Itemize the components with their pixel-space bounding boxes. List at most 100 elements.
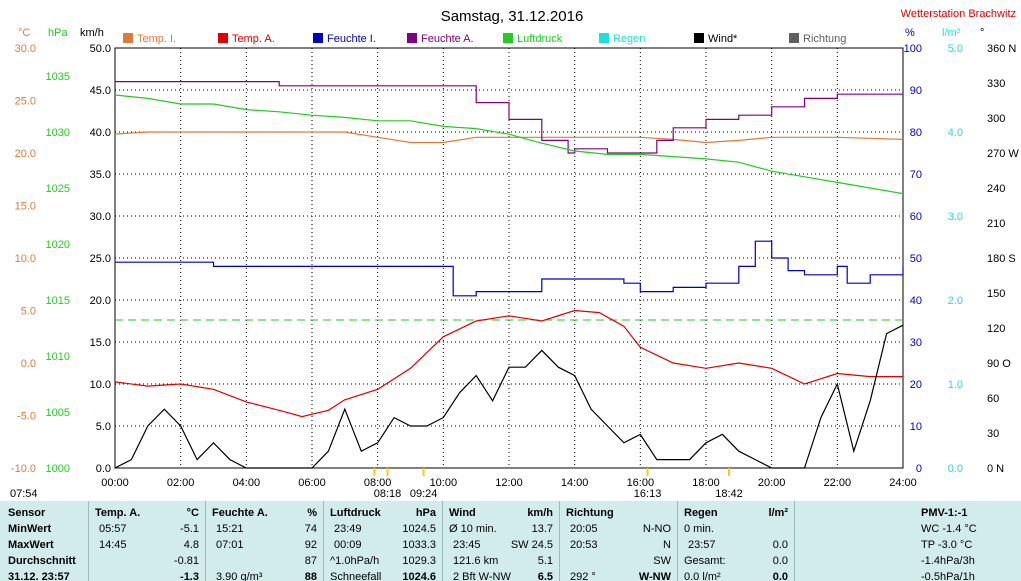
x-tick: 00:00 [101,477,129,489]
press-min-time: 23:49 [334,523,362,535]
dir-current-value: W-NW [638,571,671,581]
direction-tick: 240 [987,183,1005,195]
rain-axis-unit: l/m² [942,27,961,39]
rain-tick: 4.0 [948,127,963,139]
legend-swatch [218,33,228,43]
time-marker-label: 08:18 [374,488,402,500]
direction-tick: 330 [987,78,1005,90]
wind-column: Wind km/h Ø 10 min. 13.7 23:45 SW 24.5 121.… [443,501,560,581]
humidity-tick: 50 [910,253,922,265]
direction-tick: 270 W [987,148,1019,160]
pressure-column: Luftdruck hPa 23:49 1024.5 00:09 1033.3 ^1.… [324,501,443,581]
direction-tick: 150 [987,288,1005,300]
x-tick: 04:00 [233,477,261,489]
pressure-tick: 1015 [46,295,70,307]
legend-label: Temp. A. [232,33,275,45]
temp-tick: 20.0 [15,148,36,160]
hum-absolute: 3.90 g/m³ [216,571,263,581]
series-feuchte-i [115,240,904,297]
wind-max-value: SW 24.5 [510,539,553,551]
temp-tick: 0.0 [21,358,36,370]
humidity-tick: 70 [910,169,922,181]
rain-tick: 0.0 [948,463,963,475]
pmv-trend-1h: -0.5hPa/1h [921,571,975,581]
temp-current-value: -1.3 [180,571,199,581]
temp-avg-value: -0.81 [173,555,199,567]
humidity-tick: 20 [910,379,922,391]
wind-axis-unit: km/h [80,27,104,39]
temp-unit: °C [186,507,199,519]
x-tick: 16:00 [627,477,655,489]
station-name: Wetterstation Brachwitz [901,8,1016,20]
rain-duration: 0 min. [684,523,714,535]
legend-swatch [599,33,609,43]
x-tick: 14:00 [561,477,589,489]
direction-tick: 90 O [987,358,1011,370]
rain-tick: 3.0 [948,211,963,223]
direction-tick: 360 N [987,43,1016,55]
wind-avg-label: Ø 10 min. [449,523,497,535]
x-tick: 18:00 [692,477,720,489]
rain-unit: l/m² [768,507,788,519]
direction-tick: 30 [987,428,999,440]
humidity-tick: 100 [904,43,922,55]
legend-label: Wind* [708,33,738,45]
time-marker-label: 16:13 [634,488,662,500]
press-forecast: Schneefall [330,571,382,581]
time-marker-label: 09:24 [410,488,438,500]
legend-swatch [407,33,417,43]
press-avg-value: 1029.3 [402,555,436,567]
legend-swatch [694,33,704,43]
rain-current-value: 0.0 [772,571,788,581]
temp-tick: -5.0 [17,411,36,423]
wind-tick: 35.0 [90,169,111,181]
rain-total-label: Gesamt: [684,555,726,567]
temp-max-value: 4.8 [183,539,199,551]
legend-swatch [503,33,513,43]
pmv-dewpoint: TP -3.0 °C [921,539,973,551]
press-trend: ^1.0hPa/h [330,555,380,567]
sensor-header: Sensor [8,507,46,519]
wind-tick: 20.0 [90,295,111,307]
series-wind [114,324,904,469]
series-feuchte-a [115,81,903,154]
rain-column: Regen l/m² 0 min. 23:57 0.0 Gesamt: 0.0 0.0… [678,501,795,581]
wind-tick: 5.0 [96,421,111,433]
direction-tick: 120 [987,323,1005,335]
direction-tick: 180 S [987,253,1016,265]
x-tick: 24:00 [889,477,917,489]
legend-swatch [123,33,133,43]
direction-axis-unit: ° [980,27,984,39]
wind-tick: 0.0 [96,463,111,475]
temp-tick: 5.0 [21,306,36,318]
pmv-column: PMV-1:-1 WC -1.4 °C TP -3.0 °C -1.4hPa/3… [795,501,1021,581]
hum-max-value: 92 [304,539,317,551]
temp-axis-unit: °C [18,27,30,39]
pmv-header: PMV-1:-1 [921,507,968,519]
legend-label: Feuchte A. [421,33,474,45]
rain-tick: 5.0 [948,43,963,55]
pressure-tick: 1025 [46,183,70,195]
wind-tick: 15.0 [90,337,111,349]
x-tick: 20:00 [758,477,786,489]
wind-tick: 30.0 [90,211,111,223]
legend-label: Temp. I. [137,33,176,45]
rain-total-value: 0.0 [772,555,788,567]
summary-table: Sensor MinWert MaxWert Durchschnitt 31.1… [0,501,1021,581]
x-tick: 02:00 [167,477,195,489]
wind-unit: km/h [527,507,553,519]
humidity-tick: 0 [916,463,922,475]
direction-column: Richtung 20:05 N-NO 20:53 N SW 292 ° W-NW [560,501,678,581]
x-tick: 08:00 [364,477,392,489]
hum-avg-value: 87 [304,555,317,567]
hum-unit: % [307,507,317,519]
humidity-tick: 30 [910,337,922,349]
pressure-tick: 1010 [46,351,70,363]
humidity-tick: 80 [910,127,922,139]
dir-avg-value: SW [653,555,671,567]
dir-degrees: 292 ° [570,571,596,581]
temp-header: Temp. A. [95,507,141,519]
humidity-tick: 40 [910,295,922,307]
hum-min-time: 15:21 [216,523,244,535]
humidity-tick: 90 [910,85,922,97]
